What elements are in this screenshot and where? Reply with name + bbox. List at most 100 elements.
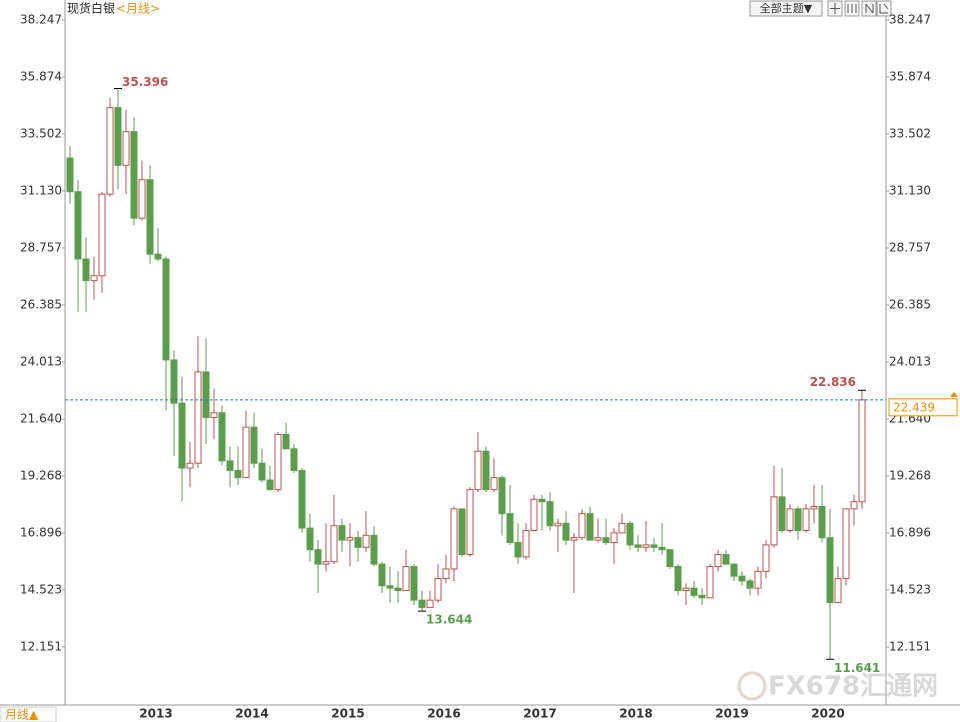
- candle-body: [650, 544, 658, 548]
- candle-body: [282, 433, 290, 450]
- candle-body: [842, 508, 850, 580]
- price-label-box: [888, 398, 958, 417]
- period-button-label[interactable]: 月线▲: [5, 708, 39, 722]
- candle-body: [378, 563, 386, 587]
- candle-body: [130, 131, 138, 219]
- candle-body: [170, 359, 178, 404]
- candle-body: [834, 578, 842, 604]
- theme-button[interactable]: [749, 0, 823, 17]
- candle-body: [522, 529, 530, 558]
- y-tick-label: 31.130: [20, 184, 62, 198]
- candle-body: [98, 193, 106, 277]
- candle-body: [162, 258, 170, 361]
- toolbar: 全部主题▼: [749, 0, 892, 17]
- candle-body: [266, 479, 274, 491]
- y2-tick-label: 28.757: [889, 241, 931, 255]
- candle-body: [434, 578, 442, 601]
- candle-body: [786, 508, 794, 531]
- candle-body: [386, 585, 394, 589]
- x-tick-label: 2017: [523, 707, 556, 721]
- extreme-label: 35.396: [122, 75, 168, 89]
- candle-body: [658, 546, 666, 551]
- candle-body: [194, 371, 202, 464]
- y2-tick-label: 26.385: [889, 298, 931, 312]
- candle-body: [738, 575, 746, 582]
- candle-body: [338, 525, 346, 541]
- y2-tick-label: 16.896: [889, 525, 931, 539]
- candle-body: [746, 580, 754, 589]
- candle-body: [90, 275, 98, 282]
- y2-tick-label: 33.502: [889, 127, 931, 141]
- candle-body: [706, 566, 714, 599]
- extreme-label: 13.644: [426, 613, 472, 627]
- candle-body: [146, 179, 154, 255]
- candle-body: [122, 131, 130, 166]
- candle-body: [74, 191, 82, 260]
- candle-body: [770, 496, 778, 546]
- chart-subtitle: <月线>: [116, 2, 160, 16]
- candle-body: [298, 469, 306, 529]
- y2-tick-label: 14.523: [889, 583, 931, 597]
- candle-body: [442, 568, 450, 580]
- y-tick-label: 21.640: [20, 412, 62, 426]
- y-tick-label: 35.874: [20, 70, 62, 84]
- candle-body: [498, 477, 506, 515]
- candle-body: [602, 537, 610, 544]
- y-tick-label: 24.013: [20, 355, 62, 369]
- price-arrow: [950, 391, 958, 397]
- candle-body: [618, 522, 626, 534]
- candle-body: [330, 525, 338, 563]
- watermark-logo: [737, 671, 767, 701]
- candle-body: [506, 513, 514, 544]
- candle-body: [818, 505, 826, 539]
- candle-body: [698, 594, 706, 599]
- zoom-in-glyph: [847, 4, 857, 13]
- candle-body: [66, 157, 74, 193]
- candle-body: [778, 496, 786, 531]
- candle-body: [258, 462, 266, 481]
- x-tick-label: 2014: [235, 707, 268, 721]
- theme-button-label[interactable]: 全部主题▼: [760, 1, 813, 15]
- candle-body: [274, 433, 282, 491]
- x-tick-label: 2019: [715, 707, 748, 721]
- x-tick-label: 2018: [619, 707, 652, 721]
- reset-glyph: [879, 3, 889, 14]
- y2-tick-label: 31.130: [889, 184, 931, 198]
- candle-body: [642, 544, 650, 548]
- y-tick-label: 38.247: [20, 13, 62, 27]
- candle-body: [674, 566, 682, 592]
- candle-body: [586, 513, 594, 541]
- chart-title: 现货白银: [67, 1, 115, 16]
- candle-body: [234, 469, 242, 479]
- y2-tick-label: 24.013: [889, 355, 931, 369]
- candle-body: [578, 513, 586, 539]
- candle-body: [634, 544, 642, 548]
- candle-body: [474, 450, 482, 491]
- y-tick-label: 16.896: [20, 525, 62, 539]
- watermark: FX678汇通网: [768, 672, 938, 702]
- period-button[interactable]: [0, 706, 57, 722]
- y-tick-label: 14.523: [20, 583, 62, 597]
- candle-body: [802, 508, 810, 531]
- x-tick-label: 2020: [811, 707, 844, 721]
- y-tick-label: 19.268: [20, 469, 62, 483]
- candle-body: [690, 587, 698, 596]
- zoom-out-glyph: [865, 3, 874, 14]
- candle-body: [114, 107, 122, 166]
- y2-tick-label: 19.268: [889, 469, 931, 483]
- candle-body: [178, 402, 186, 469]
- candle-body: [570, 537, 578, 541]
- candle-body: [138, 179, 146, 219]
- candle-body: [714, 554, 722, 568]
- candle-body: [106, 107, 114, 195]
- candle-body: [426, 599, 434, 608]
- candle-body: [202, 371, 210, 419]
- candle-body: [754, 570, 762, 589]
- candle-body: [810, 505, 818, 510]
- y2-tick-label: 38.247: [889, 13, 931, 27]
- price-label: 22.439: [893, 400, 935, 414]
- candle-body: [250, 426, 258, 464]
- candle-body: [346, 537, 354, 541]
